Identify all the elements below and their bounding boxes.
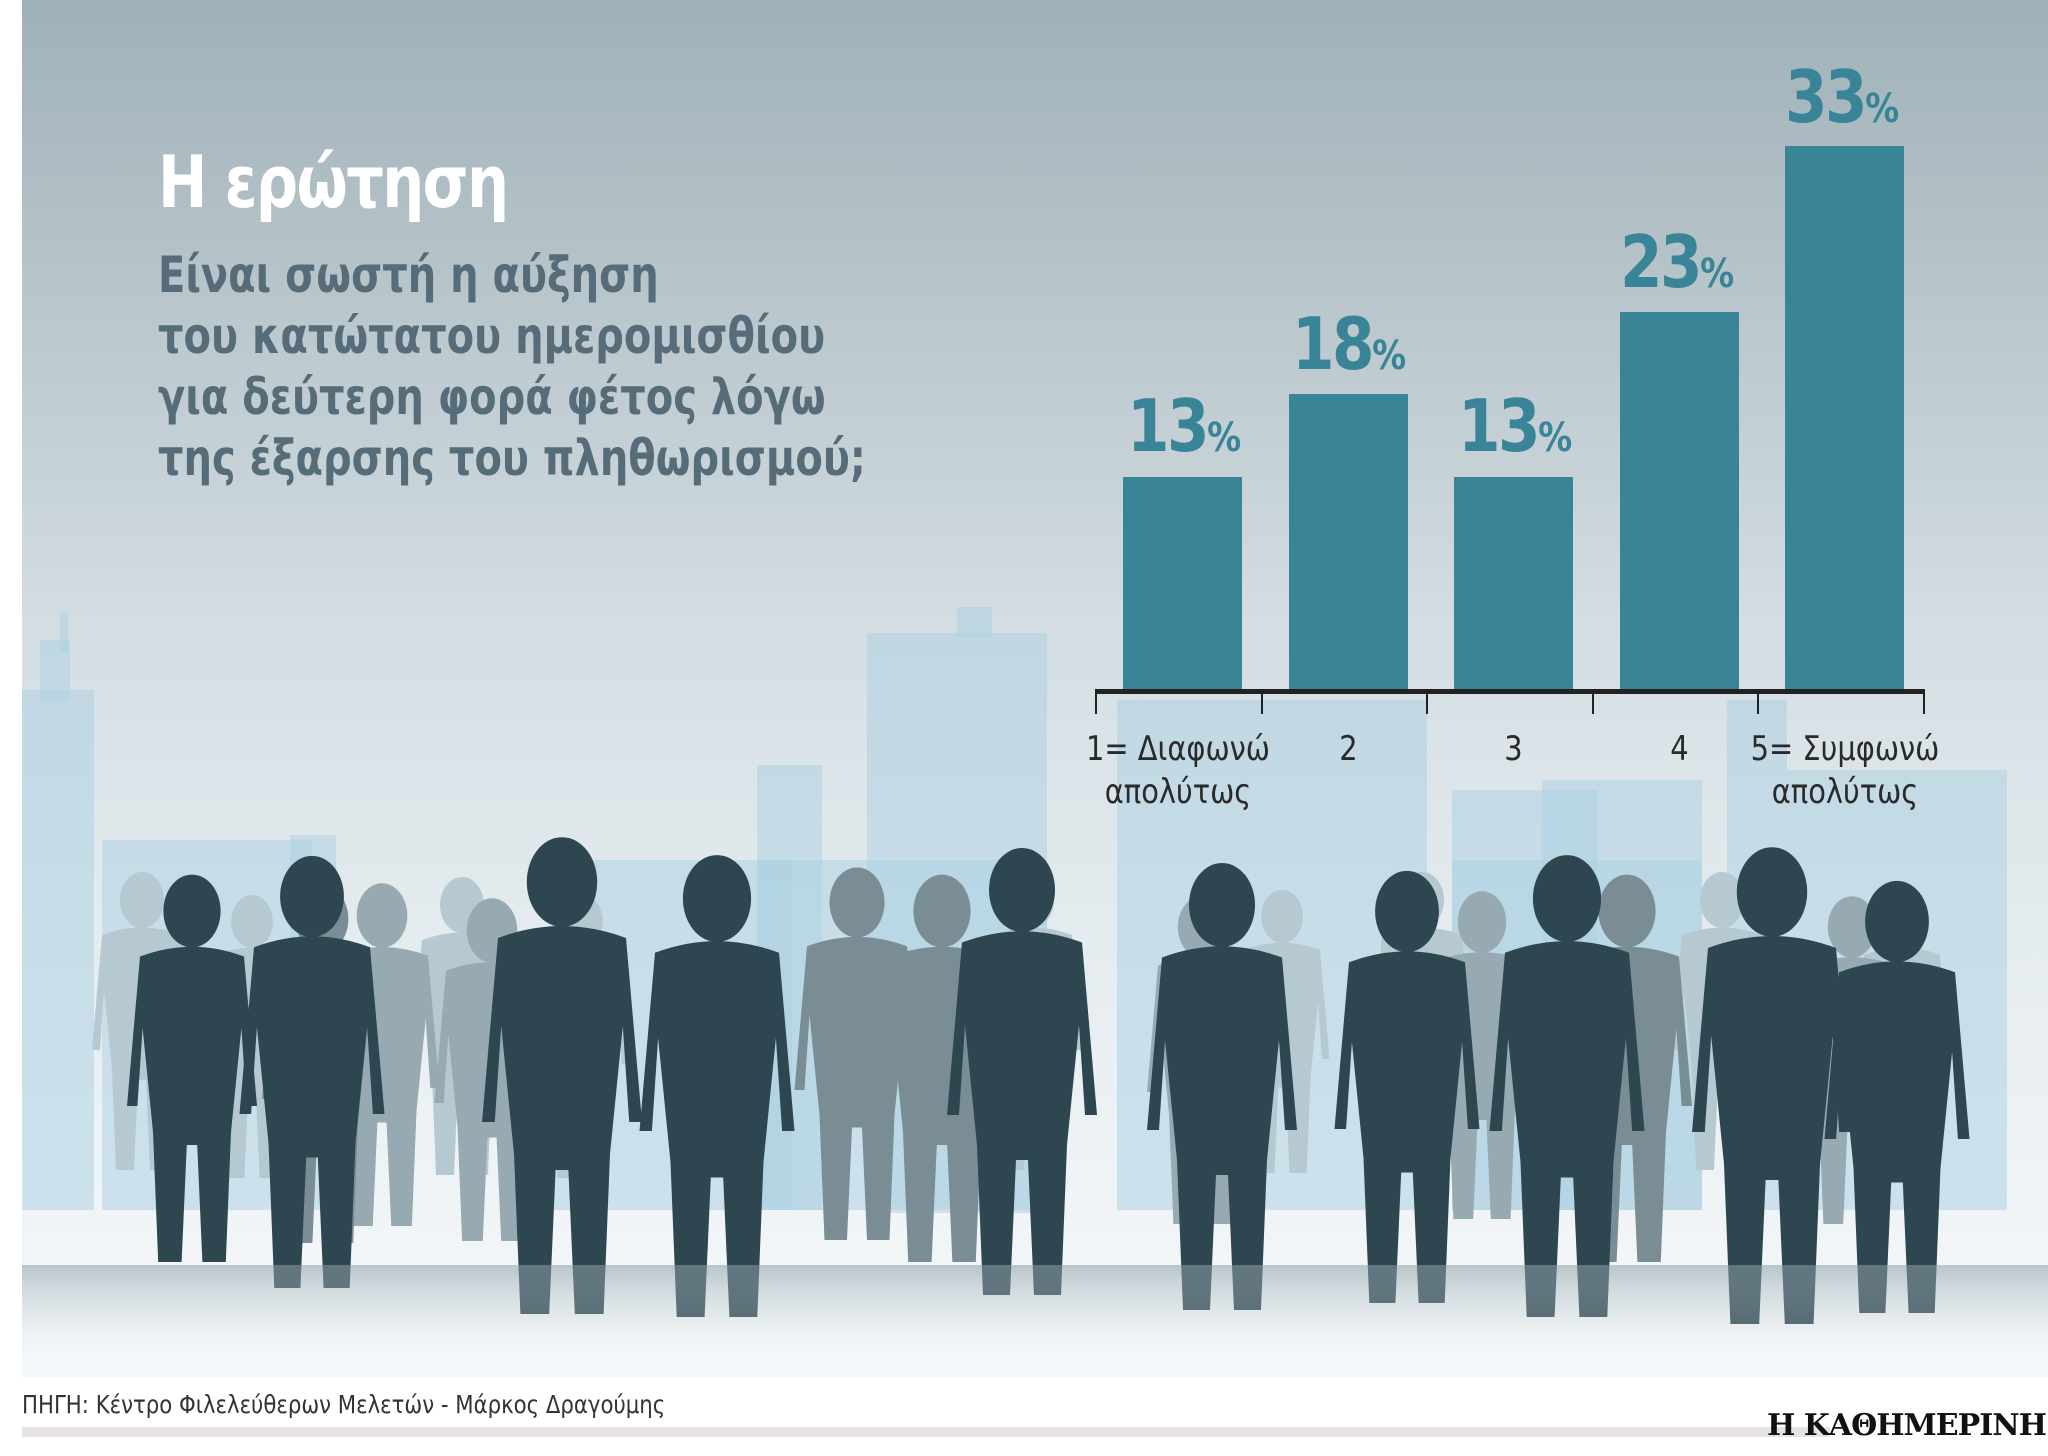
bar-1 xyxy=(1123,477,1242,691)
source-credit: ΠΗΓΗ: Κέντρο Φιλελεύθερων Μελετών - Μάρκ… xyxy=(22,1390,666,1419)
question-line: της έξαρσης του πληθωρισμού; xyxy=(158,429,866,487)
x-axis-tick xyxy=(1261,692,1263,714)
x-axis-line xyxy=(1095,689,1925,694)
x-axis-tick xyxy=(1757,692,1759,714)
infographic-title: Η ερώτηση xyxy=(158,140,509,224)
bar-2 xyxy=(1289,394,1408,691)
category-label: 3 xyxy=(1504,729,1523,769)
x-axis-tick xyxy=(1095,692,1097,714)
category-label: 1= Διαφωνώ απολύτως xyxy=(1086,729,1270,812)
x-axis-tick xyxy=(1592,692,1594,714)
skyline-building xyxy=(60,612,68,652)
skyline-building xyxy=(22,690,94,1210)
bar-4 xyxy=(1620,312,1739,691)
question-line: για δεύτερη φορά φέτος λόγω xyxy=(158,368,826,426)
bar-5 xyxy=(1785,146,1904,691)
bar-value-label: 18% xyxy=(1292,302,1407,386)
x-axis-tick xyxy=(1426,692,1428,714)
question-line: Είναι σωστή η αύξηση xyxy=(158,246,659,304)
skyline-building xyxy=(957,607,992,637)
publisher-logo: Η ΚΑΘΗΜΕΡΙΝΗ xyxy=(1766,1408,2047,1443)
survey-question: Είναι σωστή η αύξηση του κατώτατου ημερο… xyxy=(158,245,866,489)
category-label: 5= Συμφωνώ απολύτως xyxy=(1750,729,1940,812)
question-line: του κατώτατου ημερομισθίου xyxy=(158,307,826,365)
footer-divider xyxy=(22,1427,1830,1437)
bar-value-label: 13% xyxy=(1127,384,1242,468)
bar-value-label: 33% xyxy=(1785,55,1900,139)
bar-value-label: 23% xyxy=(1620,220,1735,304)
x-axis-tick xyxy=(1923,692,1925,714)
category-label: 2 xyxy=(1339,729,1358,769)
crowd-silhouettes-illustration xyxy=(22,837,2048,1378)
bar-3 xyxy=(1454,477,1573,691)
bar-value-label: 13% xyxy=(1458,384,1573,468)
category-label: 4 xyxy=(1670,729,1689,769)
